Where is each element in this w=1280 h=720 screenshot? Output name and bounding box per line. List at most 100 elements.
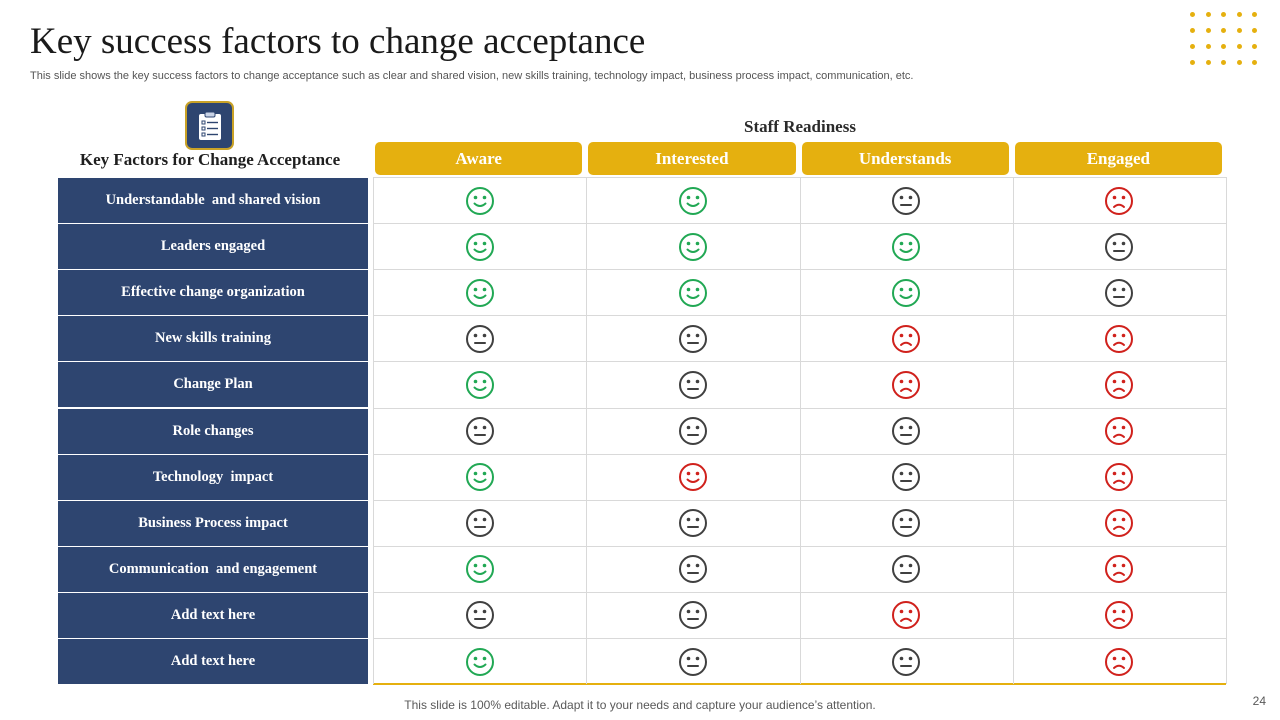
happy-face-icon — [373, 547, 586, 592]
happy-face-icon — [373, 224, 586, 269]
slide-subtitle: This slide shows the key success factors… — [30, 70, 914, 82]
neutral-face-icon — [800, 547, 1013, 592]
label-separator — [58, 269, 368, 271]
grid-line — [373, 683, 1226, 686]
slide-title: Key success factors to change acceptance — [30, 21, 646, 62]
neutral-face-icon — [800, 178, 1013, 223]
decor-dot — [1252, 12, 1257, 17]
neutral-face-icon — [586, 362, 799, 407]
decor-dot — [1252, 28, 1257, 33]
sad-face-icon — [1013, 455, 1226, 500]
column-header-engaged: Engaged — [1014, 142, 1222, 175]
happy-face-icon — [586, 270, 799, 315]
factor-row-label: Role changes — [58, 408, 368, 454]
label-separator — [58, 638, 368, 639]
label-separator — [58, 407, 368, 409]
factor-row-label: Effective change organization — [58, 270, 368, 316]
label-separator — [58, 499, 368, 501]
column-header-interested: Interested — [588, 142, 796, 175]
sad-face-icon — [1013, 639, 1226, 684]
neutral-face-icon — [586, 501, 799, 546]
factor-row-label: Change Plan — [58, 362, 368, 408]
neutral-face-icon — [800, 639, 1013, 684]
neutral-face-icon — [800, 455, 1013, 500]
decor-dot — [1190, 44, 1195, 49]
neutral-face-icon — [586, 316, 799, 361]
label-separator — [58, 361, 368, 363]
label-separator — [58, 591, 368, 593]
grid-line — [586, 177, 588, 685]
happy-face-icon — [373, 362, 586, 407]
sad-face-icon — [1013, 501, 1226, 546]
happy-face-icon — [586, 224, 799, 269]
happy-face-icon — [373, 455, 586, 500]
happy-face-icon — [586, 178, 799, 223]
decor-dot — [1236, 60, 1242, 65]
factor-row-label: Business Process impact — [58, 500, 368, 546]
neutral-face-icon — [1013, 270, 1226, 315]
label-separator — [58, 453, 368, 455]
neutral-face-icon — [586, 547, 799, 592]
decor-dot — [1190, 60, 1195, 65]
happy-face-icon — [800, 270, 1013, 315]
decor-dot — [1205, 28, 1211, 33]
factor-row-label: Add text here — [58, 639, 368, 684]
sad-face-icon — [1013, 316, 1226, 361]
decor-dot — [1190, 12, 1195, 17]
sad-face-icon — [1013, 547, 1226, 592]
sad-face-icon — [1013, 178, 1226, 223]
decor-dot — [1221, 60, 1226, 65]
decorative-dot-grid — [1185, 6, 1275, 70]
factor-row-label: Add text here — [58, 592, 368, 638]
red-happy-face-icon — [586, 455, 799, 500]
label-separator — [58, 545, 368, 547]
factor-row-label: Technology impact — [58, 454, 368, 500]
decor-dot — [1221, 28, 1226, 33]
happy-face-icon — [373, 178, 586, 223]
column-header-understands: Understands — [801, 142, 1009, 175]
neutral-face-icon — [800, 501, 1013, 546]
column-header-aware: Aware — [375, 142, 583, 175]
decor-dot — [1236, 12, 1242, 17]
neutral-face-icon — [373, 593, 586, 638]
label-separator — [58, 223, 368, 225]
factor-row-label: Understandable and shared vision — [58, 178, 368, 223]
neutral-face-icon — [1013, 224, 1226, 269]
neutral-face-icon — [373, 409, 586, 454]
neutral-face-icon — [373, 316, 586, 361]
neutral-face-icon — [586, 409, 799, 454]
grid-line — [1226, 177, 1227, 685]
sad-face-icon — [800, 362, 1013, 407]
happy-face-icon — [800, 224, 1013, 269]
sad-face-icon — [1013, 593, 1226, 638]
decor-dot — [1236, 28, 1242, 33]
decor-dot — [1252, 44, 1257, 49]
label-separator — [58, 315, 368, 317]
sad-face-icon — [800, 593, 1013, 638]
decor-dot — [1252, 60, 1257, 65]
grid-line — [1012, 177, 1014, 685]
decor-dot — [1205, 44, 1211, 49]
factor-row-label: Leaders engaged — [58, 224, 368, 270]
grid-line — [373, 177, 374, 685]
happy-face-icon — [373, 639, 586, 684]
neutral-face-icon — [586, 593, 799, 638]
staff-readiness-heading: Staff Readiness — [744, 117, 856, 136]
sad-face-icon — [1013, 362, 1226, 407]
decor-dot — [1236, 44, 1242, 49]
decor-dot — [1221, 44, 1226, 49]
neutral-face-icon — [800, 409, 1013, 454]
sad-face-icon — [800, 316, 1013, 361]
decor-dot — [1221, 12, 1226, 17]
slide-footer: This slide is 100% editable. Adapt it to… — [404, 698, 876, 712]
decor-dot — [1205, 12, 1211, 17]
checklist-clipboard-icon — [185, 101, 234, 150]
grid-line — [799, 177, 801, 685]
decor-dot — [1205, 60, 1211, 65]
factors-heading: Key Factors for Change Acceptance — [79, 150, 341, 169]
decor-dot — [1190, 28, 1195, 33]
factor-row-label: New skills training — [58, 316, 368, 362]
sad-face-icon — [1013, 409, 1226, 454]
neutral-face-icon — [373, 501, 586, 546]
page-number: 24 — [1252, 694, 1266, 708]
